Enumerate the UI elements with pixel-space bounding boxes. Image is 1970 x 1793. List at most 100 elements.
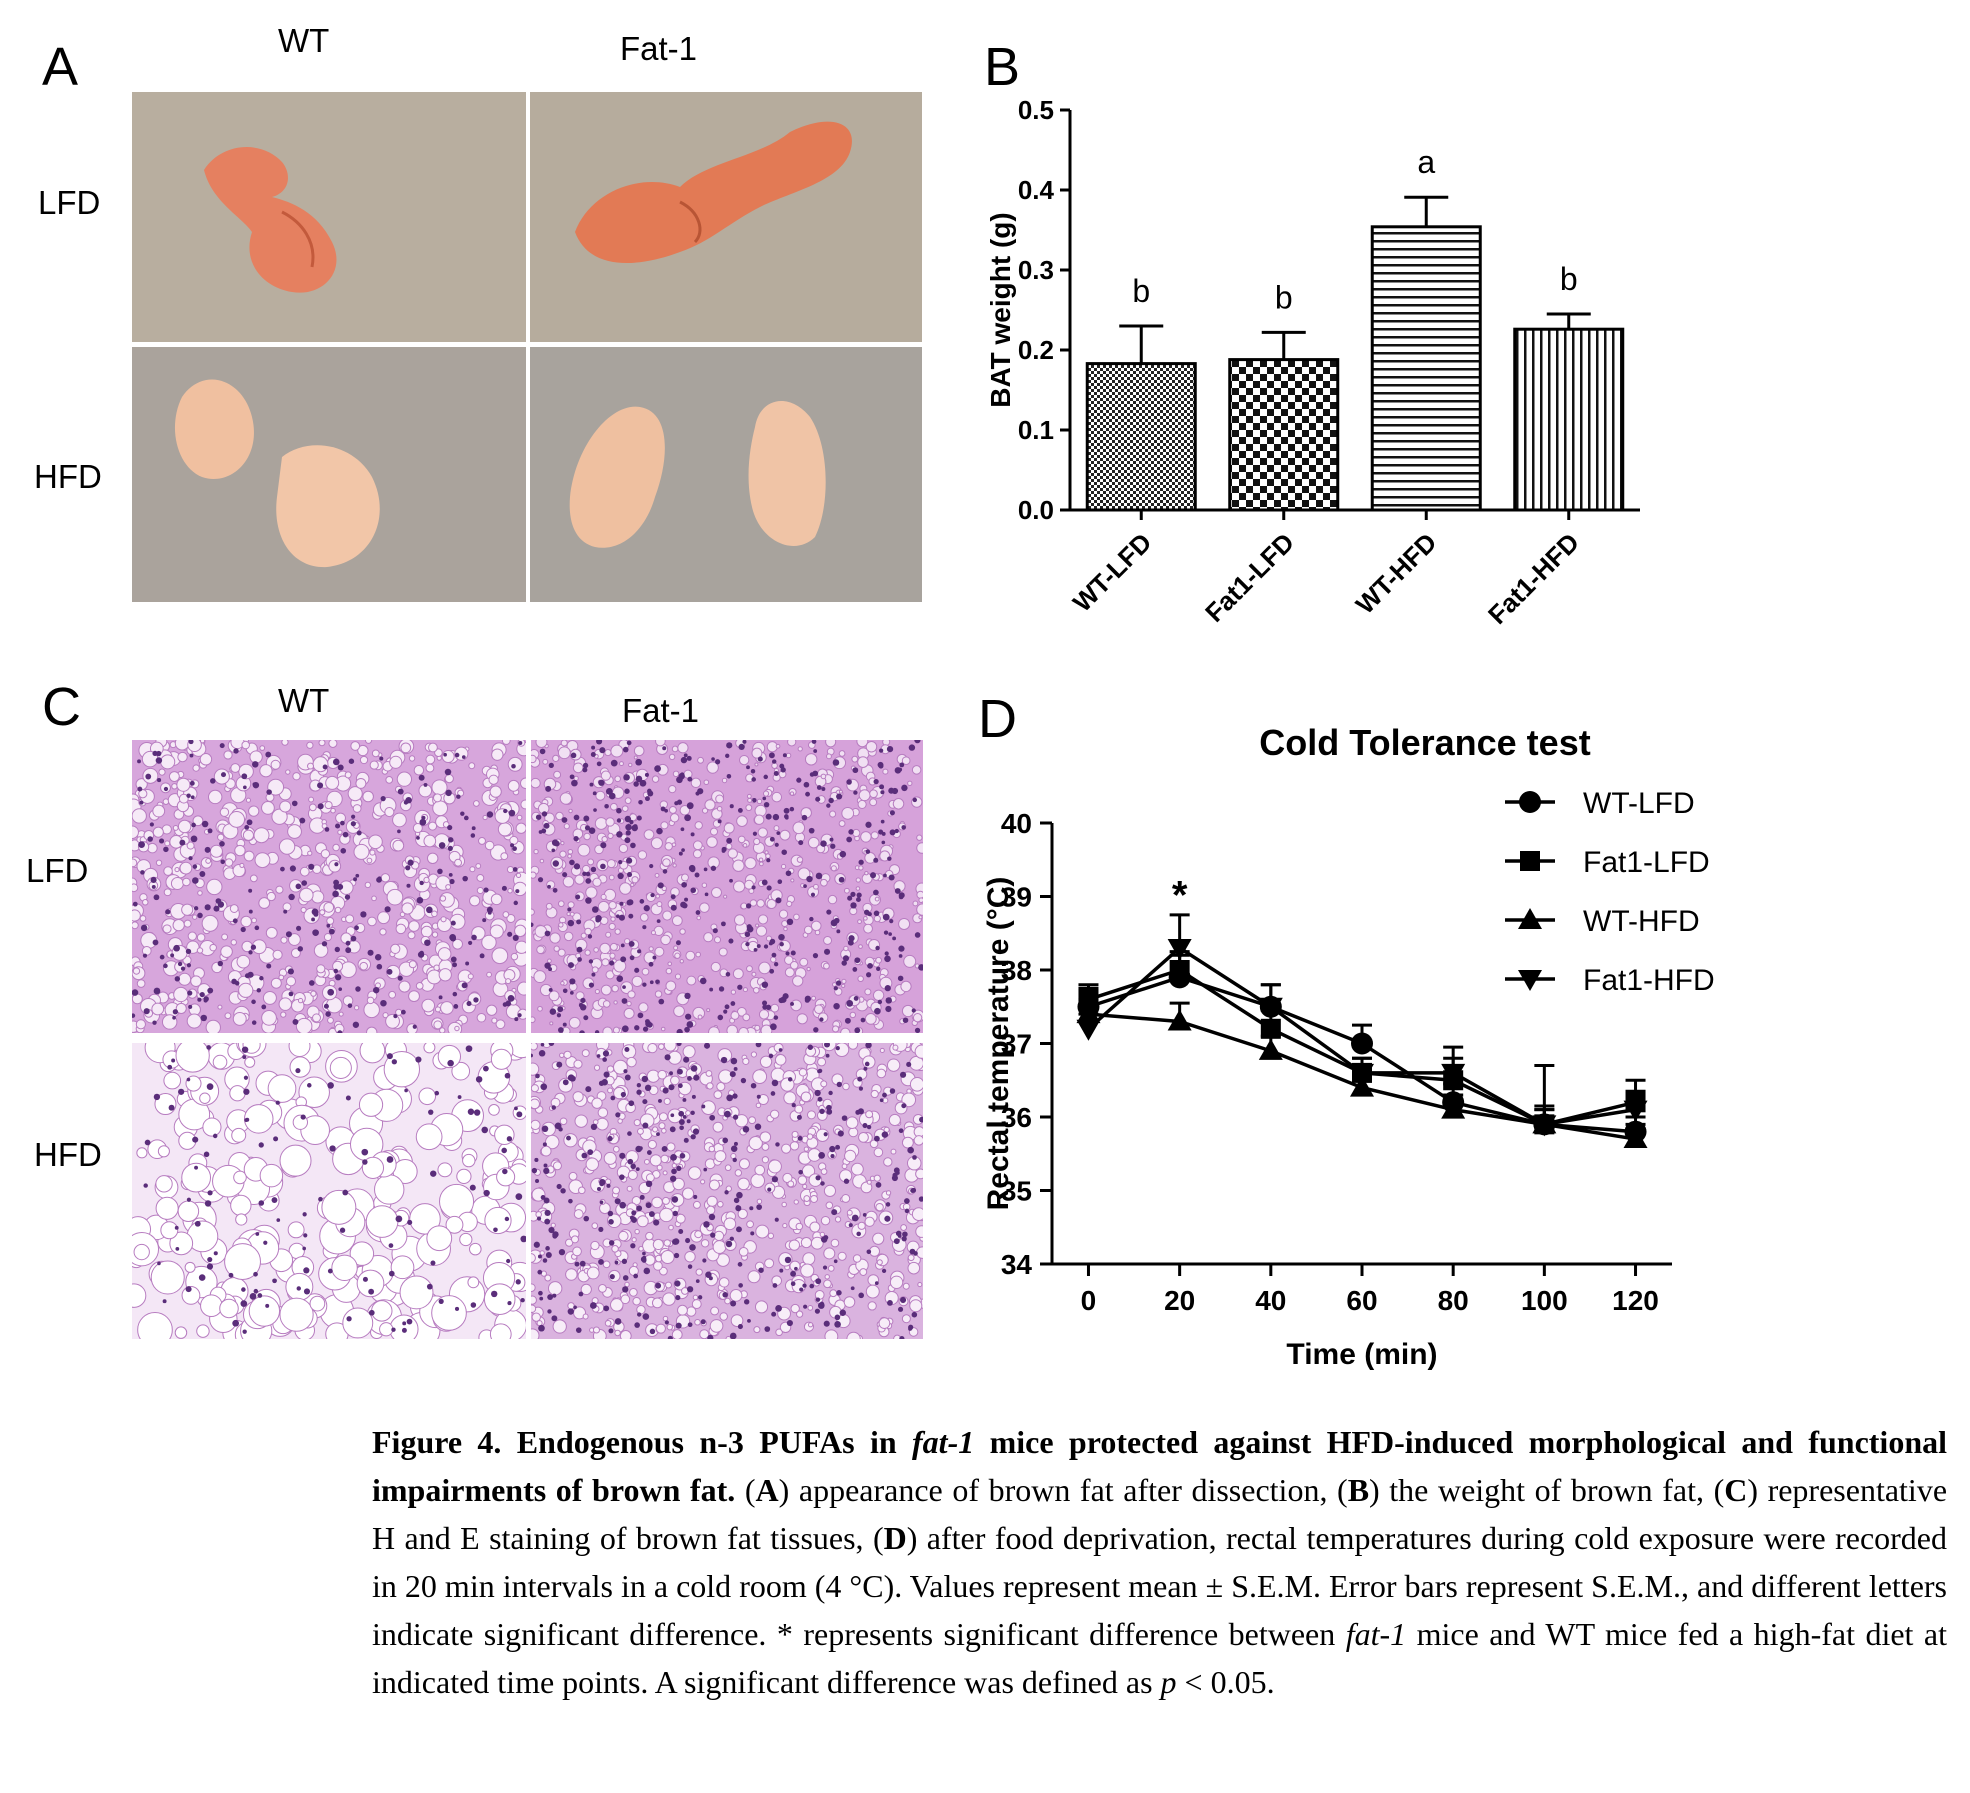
- y-tick-label: 38: [1001, 955, 1032, 986]
- photo-wt-lfd: [132, 92, 526, 342]
- y-tick-label: 0.2: [1018, 335, 1054, 365]
- x-tick-label: 0: [1081, 1285, 1097, 1316]
- cold-tolerance-line-chart: Cold Tolerance test 34 35 36 37 38 39 40 0 20 40 60…: [982, 722, 1715, 1371]
- panel-letter-d: D: [978, 689, 1017, 749]
- significance-letter: a: [1417, 144, 1435, 180]
- marker-triangle-down: [1441, 1063, 1466, 1085]
- caption-ref-b: B: [1347, 1472, 1370, 1508]
- legend-label: Fat1-LFD: [1583, 846, 1710, 879]
- caption-title-italic: fat-1: [912, 1424, 975, 1460]
- panel-letter-b: B: [984, 37, 1021, 97]
- legend-label: Fat1-HFD: [1583, 964, 1715, 997]
- marker-square: [1260, 1018, 1281, 1039]
- legend-label: WT-HFD: [1583, 905, 1700, 938]
- panel-c-column-wt: WT: [278, 682, 330, 719]
- photo-fat1-lfd: [530, 92, 922, 342]
- panel-a-column-wt: WT: [278, 22, 330, 59]
- panel-a-row-hfd: HFD: [34, 458, 102, 495]
- y-tick-label: 36: [1001, 1102, 1032, 1133]
- x-tick-label: 60: [1346, 1285, 1377, 1316]
- marker-triangle-up: [1076, 1002, 1101, 1024]
- y-tick-label: 0.0: [1018, 495, 1054, 525]
- caption-text: ) appearance of brown fat after dissecti…: [778, 1472, 1348, 1508]
- panel-c-column-fat1: Fat-1: [622, 692, 700, 729]
- marker-triangle-down: [1076, 1019, 1101, 1041]
- he-fat1-lfd: [531, 740, 923, 1033]
- caption-figure-label: Figure 4.: [372, 1424, 502, 1460]
- marker-triangle-up: [1350, 1075, 1374, 1097]
- he-fat1-hfd: [531, 1043, 923, 1339]
- caption-text: ) representative H and E staining of bro…: [372, 1472, 1948, 1556]
- panel-c-row-lfd: LFD: [26, 852, 89, 889]
- y-tick-label: 0.5: [1018, 95, 1054, 125]
- x-tick-label: 100: [1521, 1285, 1568, 1316]
- marker-circle: [1351, 1032, 1373, 1055]
- x-tick-label: 20: [1164, 1285, 1195, 1316]
- y-axis-label: BAT weight (g): [985, 212, 1016, 407]
- photo-wt-hfd: [132, 347, 526, 602]
- y-tick-label: 40: [1001, 808, 1032, 839]
- bar: [1085, 362, 1197, 512]
- caption-italic-fat1: fat-1: [1345, 1616, 1407, 1652]
- panel-letter-a: A: [42, 37, 79, 97]
- caption-title-part1: Endogenous n-3 PUFAs in: [501, 1424, 913, 1460]
- marker-triangle-down: [1532, 1115, 1557, 1137]
- caption-text: ) the weight of brown fat, (: [1369, 1472, 1725, 1508]
- panel-a-row-lfd: LFD: [38, 184, 101, 221]
- y-tick-label: 37: [1001, 1029, 1032, 1060]
- marker-triangle-down: [1167, 938, 1192, 960]
- y-tick-label: 35: [1001, 1176, 1032, 1207]
- he-wt-hfd: [132, 1043, 526, 1339]
- y-axis-label: Rectal temperature (°C): [982, 877, 1015, 1211]
- figure-caption: Figure 4. Endogenous n-3 PUFAs in fat-1 …: [372, 1418, 1947, 1706]
- marker-triangle-up: [1518, 908, 1542, 929]
- caption-title-part2: mice protected against HFD-induced morph…: [372, 1424, 1948, 1508]
- photo-fat1-hfd: [530, 347, 922, 602]
- caption-ref-c: C: [1724, 1472, 1748, 1508]
- x-tick-label: WT-LFD: [1067, 527, 1158, 618]
- marker-circle: [1519, 791, 1541, 813]
- x-tick-label: 40: [1255, 1285, 1286, 1316]
- panel-c-row-hfd: HFD: [34, 1136, 102, 1173]
- caption-ref-d: D: [883, 1520, 907, 1556]
- chart-title: Cold Tolerance test: [1259, 722, 1590, 763]
- caption-text: (: [735, 1472, 756, 1508]
- caption-text: mice and WT mice fed a high-fat diet at …: [372, 1616, 1948, 1700]
- marker-triangle-down: [1518, 970, 1542, 991]
- marker-triangle-down: [1258, 997, 1283, 1019]
- bar: [1228, 358, 1340, 512]
- legend-label: WT-LFD: [1583, 787, 1695, 820]
- caption-text: < 0.05.: [1176, 1664, 1275, 1700]
- y-tick-label: 39: [1001, 882, 1032, 913]
- significance-letter: b: [1132, 273, 1150, 309]
- caption-text: ) after food deprivation, rectal tempera…: [372, 1520, 1948, 1652]
- panel-letter-c: C: [42, 677, 81, 737]
- bar: [1370, 225, 1482, 512]
- caption-ref-a: A: [755, 1472, 779, 1508]
- marker-triangle-up: [1167, 1009, 1192, 1031]
- x-tick-label: Fat1-LFD: [1199, 527, 1300, 628]
- marker-square: [1169, 960, 1190, 980]
- he-wt-lfd: [132, 740, 526, 1033]
- significance-star: *: [1172, 874, 1188, 918]
- significance-letter: b: [1275, 279, 1293, 315]
- x-tick-label: WT-HFD: [1350, 527, 1443, 620]
- y-tick-label: 0.1: [1018, 415, 1054, 445]
- significance-letter: b: [1560, 261, 1578, 297]
- panel-a-column-fat1: Fat-1: [620, 30, 698, 67]
- caption-italic-p: p: [1160, 1664, 1177, 1700]
- x-axis-label: Time (min): [1286, 1338, 1437, 1371]
- bat-weight-bar-chart: 0.0 0.1 0.2 0.3 0.4 0.5 BAT weight (g) b WT-LFD b…: [985, 95, 1640, 630]
- y-tick-label: 34: [1001, 1249, 1033, 1280]
- y-tick-label: 0.4: [1018, 175, 1055, 205]
- x-tick-label: 80: [1438, 1285, 1469, 1316]
- marker-triangle-up: [1258, 1038, 1283, 1060]
- marker-triangle-up: [1623, 1127, 1648, 1149]
- x-tick-label: 120: [1612, 1285, 1659, 1316]
- marker-triangle-down: [1623, 1100, 1648, 1122]
- marker-triangle-down: [1350, 1063, 1374, 1085]
- marker-square: [1520, 851, 1540, 871]
- marker-triangle-up: [1441, 1097, 1466, 1119]
- x-tick-label: Fat1-HFD: [1482, 527, 1585, 630]
- y-tick-label: 0.3: [1018, 255, 1054, 285]
